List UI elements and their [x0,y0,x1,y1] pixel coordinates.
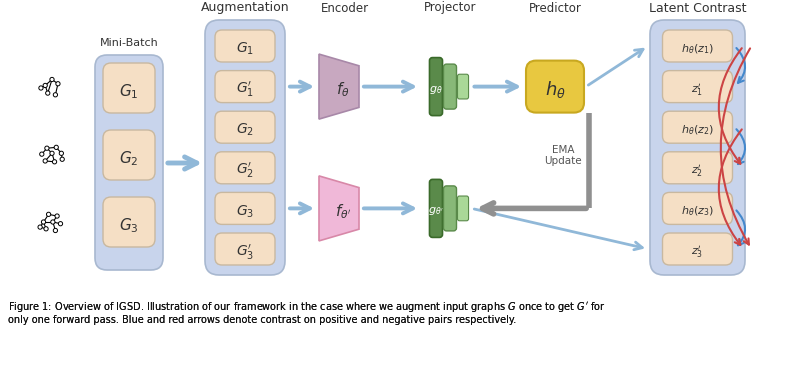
FancyBboxPatch shape [103,130,155,180]
Text: Augmentation: Augmentation [201,1,290,14]
FancyBboxPatch shape [662,192,733,224]
Circle shape [39,86,43,90]
FancyBboxPatch shape [662,111,733,143]
Text: $z_2'$: $z_2'$ [691,163,703,179]
FancyBboxPatch shape [662,233,733,265]
FancyBboxPatch shape [650,20,745,275]
Text: $G_3'$: $G_3'$ [236,242,254,262]
FancyBboxPatch shape [205,20,285,275]
Text: $z_1'$: $z_1'$ [691,82,703,97]
Circle shape [46,91,50,95]
FancyBboxPatch shape [458,196,469,221]
Circle shape [43,83,47,87]
Circle shape [59,151,63,155]
Text: $G_3$: $G_3$ [236,203,254,220]
Circle shape [53,160,57,164]
FancyBboxPatch shape [215,111,275,143]
Circle shape [44,227,48,231]
FancyBboxPatch shape [103,63,155,113]
Circle shape [56,82,60,86]
Circle shape [54,145,58,149]
Circle shape [46,212,50,217]
Polygon shape [319,176,359,241]
FancyBboxPatch shape [215,233,275,265]
FancyBboxPatch shape [458,74,469,99]
Text: $G_1$: $G_1$ [236,41,254,57]
Text: Encoder: Encoder [321,1,369,14]
Text: $G_2'$: $G_2'$ [236,161,254,180]
FancyBboxPatch shape [430,179,442,237]
Text: EMA
Update: EMA Update [544,145,582,166]
FancyBboxPatch shape [215,30,275,62]
Circle shape [54,228,58,232]
Text: $G_1'$: $G_1'$ [236,80,254,99]
Circle shape [45,146,49,150]
Text: Figure 1: Overview of IGSD. Illustration of our framework in the case where we a: Figure 1: Overview of IGSD. Illustration… [8,300,606,314]
Circle shape [58,221,62,226]
Circle shape [38,225,42,229]
Circle shape [50,77,54,82]
FancyBboxPatch shape [95,55,163,270]
FancyBboxPatch shape [526,61,584,113]
Text: $g_\theta$: $g_\theta$ [429,84,443,96]
Text: Projector: Projector [424,1,476,14]
Text: $g_{\theta'}$: $g_{\theta'}$ [428,206,444,217]
FancyBboxPatch shape [103,197,155,247]
FancyBboxPatch shape [215,70,275,103]
Circle shape [50,220,55,224]
Text: only one forward pass. Blue and red arrows denote contrast on positive and negat: only one forward pass. Blue and red arro… [8,315,516,325]
Text: Latent Contrast: Latent Contrast [649,1,746,14]
Text: $f_\theta$: $f_\theta$ [336,80,350,99]
Text: $h_\theta(z_2)$: $h_\theta(z_2)$ [681,123,714,137]
FancyBboxPatch shape [430,58,442,115]
Text: $G_2$: $G_2$ [119,150,138,168]
Polygon shape [319,54,359,119]
Circle shape [40,152,44,156]
Circle shape [60,157,64,161]
FancyBboxPatch shape [662,30,733,62]
Text: Figure 1: Overview of IGSD. Illustration of our framework in the case where we a: Figure 1: Overview of IGSD. Illustration… [8,300,606,314]
Text: $G_1$: $G_1$ [119,83,138,101]
FancyBboxPatch shape [443,64,457,109]
Text: Predictor: Predictor [529,1,582,14]
Text: $f_{\theta'}$: $f_{\theta'}$ [334,202,351,221]
Circle shape [54,93,58,97]
FancyBboxPatch shape [662,152,733,184]
Circle shape [55,214,59,218]
Text: $h_\theta(z_3)$: $h_\theta(z_3)$ [681,204,714,218]
Circle shape [43,159,47,163]
Circle shape [50,151,54,155]
Circle shape [42,220,46,224]
FancyBboxPatch shape [662,70,733,103]
Text: $z_3'$: $z_3'$ [691,244,703,260]
Text: $G_3$: $G_3$ [119,217,139,235]
Text: Mini-Batch: Mini-Batch [100,38,158,48]
Text: $h_\theta(z_1)$: $h_\theta(z_1)$ [681,42,714,56]
Text: $G_2$: $G_2$ [236,122,254,138]
Text: $h_\theta$: $h_\theta$ [545,79,566,100]
Text: only one forward pass. Blue and red arrows denote contrast on positive and negat: only one forward pass. Blue and red arro… [8,315,516,325]
FancyBboxPatch shape [215,152,275,184]
FancyBboxPatch shape [443,186,457,231]
FancyBboxPatch shape [215,192,275,224]
